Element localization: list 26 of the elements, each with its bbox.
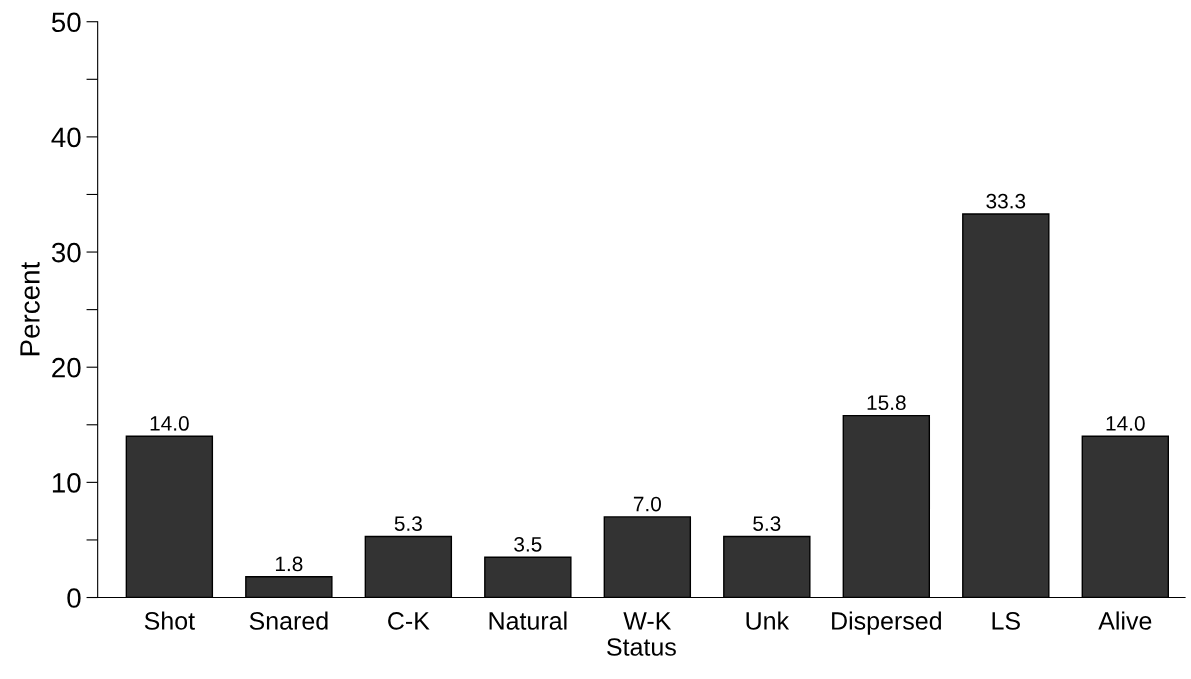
x-tick-label: Natural <box>489 611 567 630</box>
x-tick-label: Dispersed <box>832 611 941 635</box>
data-label: 33.3 <box>986 193 1026 209</box>
x-tick-label: LS <box>992 612 1020 630</box>
y-tick-label: 0 <box>67 588 81 608</box>
x-tick-label: C-K <box>388 612 430 630</box>
y-tick-label: 40 <box>51 127 81 148</box>
data-label: 14.0 <box>1106 416 1145 431</box>
y-tick-label: 20 <box>52 357 81 378</box>
x-tick-label: Alive <box>1098 611 1152 630</box>
data-label: 14.0 <box>150 416 189 431</box>
y-tick-label: 10 <box>52 473 81 493</box>
y-tick-label: 30 <box>51 242 81 263</box>
data-label: 5.3 <box>394 516 422 531</box>
data-label: 3.5 <box>514 536 542 552</box>
data-label: 5.3 <box>753 516 781 531</box>
x-tick-label: W-K <box>623 612 672 630</box>
data-label: 1.8 <box>275 556 303 572</box>
data-label: 7.0 <box>633 496 661 512</box>
y-axis-title: Percent <box>20 261 40 356</box>
data-label: 15.8 <box>867 395 906 411</box>
x-axis-title: Status <box>607 638 676 656</box>
x-tick-label: Unk <box>746 611 790 630</box>
x-tick-label: Shot <box>144 611 195 630</box>
y-tick-label: 50 <box>51 12 81 33</box>
x-tick-label: Snared <box>249 611 328 630</box>
